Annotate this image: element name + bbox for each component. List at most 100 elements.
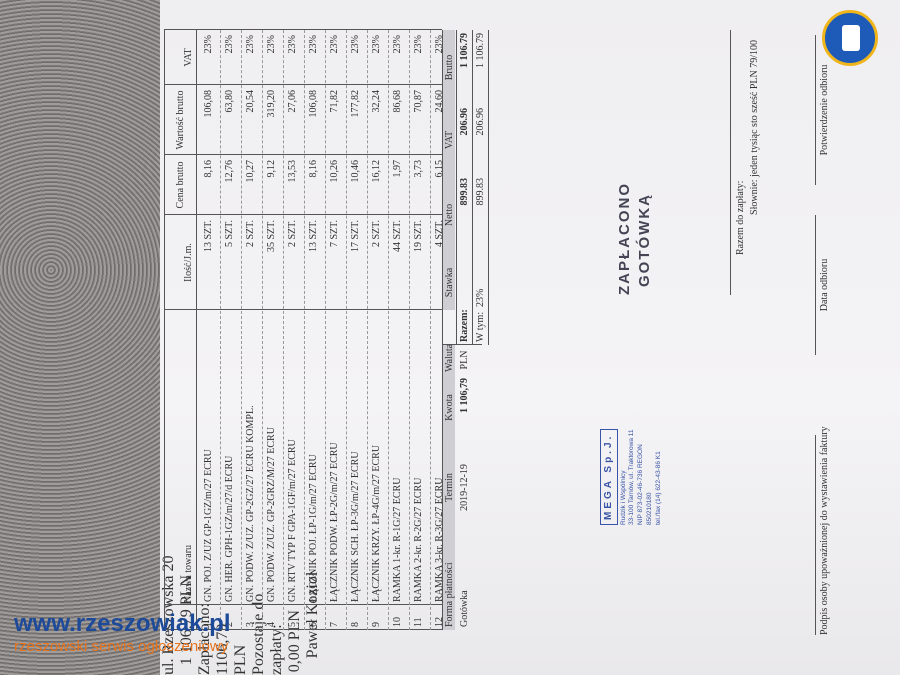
cell: 16,12: [371, 160, 382, 183]
row-divider: [367, 30, 368, 630]
seller-name: MEGA Sp.J.: [600, 428, 618, 525]
cell: 70,87: [413, 90, 424, 113]
cell: 2 SZT.: [287, 220, 298, 248]
cell: W tym:: [475, 311, 486, 342]
cell: 1,97: [392, 160, 403, 178]
cell: 13,53: [287, 160, 298, 183]
cell: 5: [287, 622, 298, 627]
cell: 20,54: [245, 90, 256, 113]
cell: 23%: [475, 288, 486, 307]
cell: 17 SZT.: [350, 220, 361, 253]
cell: 206.96: [475, 108, 486, 136]
text: Słownie: jeden tysiąc sto sześć PLN 79/1…: [749, 40, 760, 215]
invoice: ul. Rzeszowska 20 Nazwa towaru Ilość/J.m. C…: [160, 0, 900, 675]
cell: 12,76: [224, 160, 235, 183]
cell: ŁĄCZNIK POJ. ŁP-1G/m/27 ECRU: [308, 454, 319, 602]
caption: Podpis osoby upoważnionej do wystawienia…: [819, 426, 830, 635]
cell: 86,68: [392, 90, 403, 113]
cell: PLN: [459, 350, 470, 370]
column-header: Kwota: [444, 394, 455, 421]
column-header: Stawka: [444, 267, 455, 298]
cell: 6: [308, 622, 319, 627]
row-divider: [262, 30, 263, 630]
cell: 2 SZT.: [245, 220, 256, 248]
column-header: Termin: [444, 473, 455, 502]
row-divider: [346, 30, 347, 630]
cell: 5 SZT.: [224, 220, 235, 248]
rule: [164, 214, 442, 215]
cell: 44 SZT.: [392, 220, 403, 253]
rule: [196, 30, 197, 630]
cell: 9: [371, 622, 382, 627]
cell: ŁĄCZNIK PODW. ŁP-2G/m/27 ECRU: [329, 442, 340, 602]
seller-line: Rudzik i Wspólnicy: [619, 470, 627, 525]
cell: GN. PODW. Z/UZ. GP-2GZ/27 ECRU KOMPL.: [245, 405, 256, 602]
cell: 106,08: [308, 90, 319, 118]
cell: 899.83: [475, 178, 486, 206]
rule: [164, 309, 442, 310]
cell: Razem:: [459, 309, 470, 342]
seller-line: tel./fax (14) 622-43-86 K1: [654, 451, 662, 525]
stamp-line: ZAPŁACONO: [616, 182, 633, 295]
cell: ŁĄCZNIK KRZY. ŁP-4G/m/27 ECRU: [371, 444, 382, 602]
cell: 319,20: [266, 90, 277, 118]
rule: [442, 344, 482, 345]
watermark-site: www.rzeszowiak.pl: [14, 610, 231, 637]
cell: 106,08: [203, 90, 214, 118]
cell: 23%: [413, 35, 424, 54]
seller-line: NIP 873-02-46-736 REGON 850210180: [637, 444, 653, 525]
cell: 206.96: [459, 108, 470, 136]
caption: Data odbioru: [819, 258, 830, 312]
rule: [164, 604, 442, 605]
column-header: Netto: [444, 203, 455, 227]
rule: [164, 29, 442, 30]
cell: GN. HER. GPH-1GZ/m/27/d ECRU: [224, 455, 235, 602]
column-header: Forma płatności: [444, 562, 455, 627]
cell: 2 SZT.: [371, 220, 382, 248]
cell: GN. POJ. Z/UZ GP-1GZ/m/27 ECRU: [203, 449, 214, 602]
cell: ŁĄCZNIK SCH. ŁP-3G/m/27 ECRU: [350, 451, 361, 602]
row-divider: [241, 30, 242, 630]
label: Razem do zapłaty:: [735, 180, 746, 255]
row-divider: [304, 30, 305, 630]
cell: 23%: [287, 35, 298, 54]
cell: 10,27: [245, 160, 256, 183]
cell: Gotówka: [459, 590, 470, 627]
row-divider: [409, 30, 410, 630]
cell: 10: [392, 617, 403, 627]
cell: 23%: [203, 35, 214, 54]
cell: 23%: [392, 35, 403, 54]
rule: [815, 215, 816, 355]
rule: [488, 30, 489, 345]
cell: GN. PODW. Z/UZ. GP-2GRZ/M/27 ECRU: [266, 427, 277, 602]
watermark: www.rzeszowiak.pl rzeszowski serwis ogło…: [14, 610, 231, 655]
cell: 23%: [245, 35, 256, 54]
cell: 899.83: [459, 178, 470, 206]
background: [0, 0, 170, 675]
column-header: Wartość brutto: [175, 90, 186, 150]
column-header: Ilość/J.m.: [183, 243, 194, 282]
rule: [456, 30, 457, 345]
cell: 23%: [224, 35, 235, 54]
cell: 4: [266, 622, 277, 627]
cell: 1 106.79: [459, 33, 470, 68]
cell: 9,12: [266, 160, 277, 178]
cell: 3: [245, 622, 256, 627]
cell: 23%: [350, 35, 361, 54]
paid-stamp: ZAPŁACONO GOTÓWKĄ: [615, 182, 654, 295]
rule: [164, 154, 442, 155]
rule: [164, 30, 165, 630]
cell: 23%: [371, 35, 382, 54]
cell: 177,82: [350, 90, 361, 118]
rule: [164, 84, 442, 85]
cell: 35 SZT.: [266, 220, 277, 253]
cell: 2019-12-19: [459, 464, 470, 511]
column-header: VAT: [183, 48, 194, 67]
cell: 19 SZT.: [413, 220, 424, 253]
cell: RAMKA 1-kr. R-1G/27 ECRU: [392, 477, 403, 602]
cell: 63,80: [224, 90, 235, 113]
seller-stamp: MEGA Sp.J. Rudzik i Wspólnicy 33-100 Tarnó…: [600, 415, 663, 525]
cell: 1 106,79: [459, 378, 470, 413]
cell: 13 SZT.: [203, 220, 214, 253]
